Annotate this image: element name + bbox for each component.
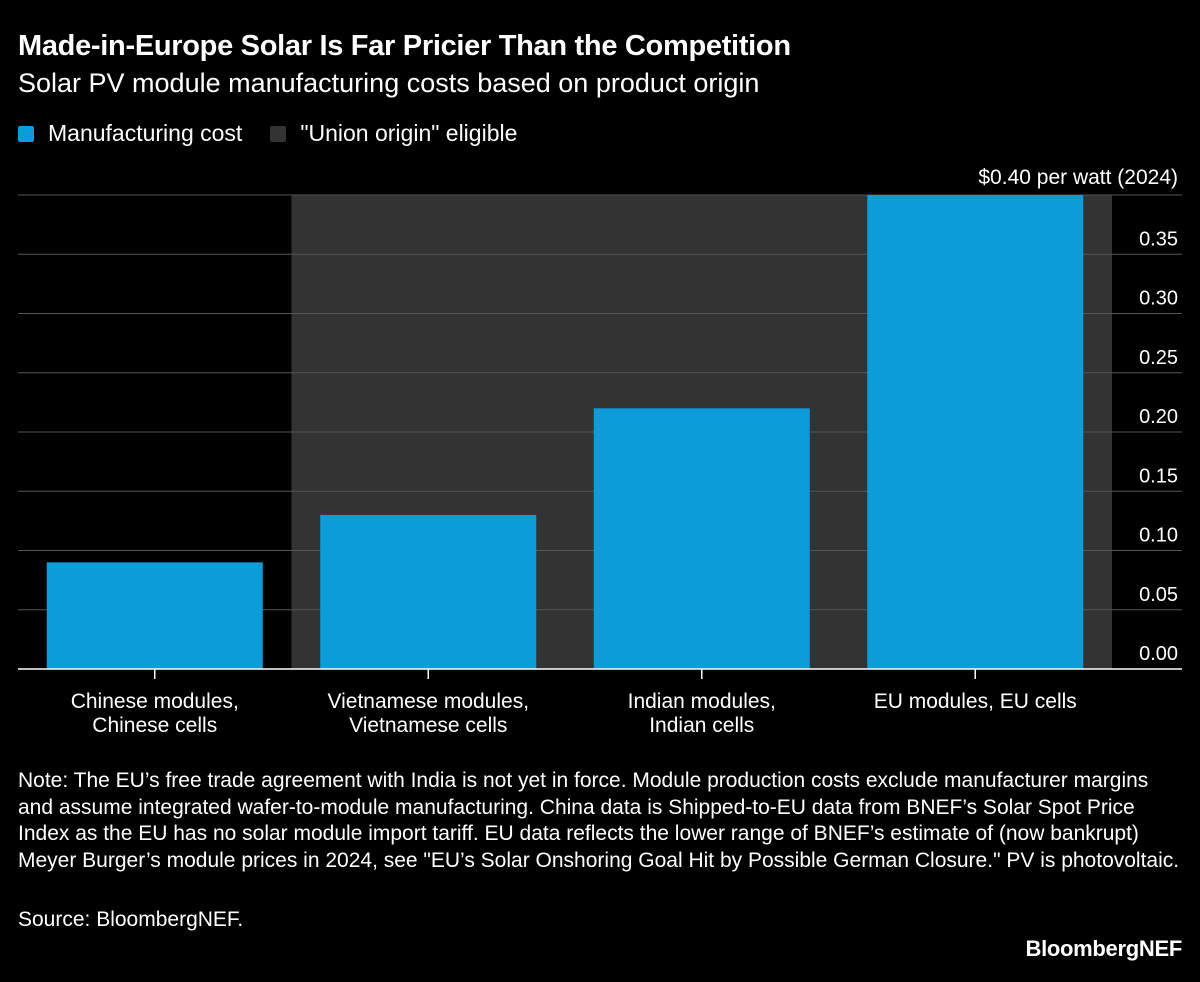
y-tick-label: 0.10 bbox=[1139, 525, 1178, 547]
legend-swatch-blue bbox=[18, 125, 34, 142]
x-tick-label-line: Indian cells bbox=[649, 714, 754, 737]
y-tick-label: 0.35 bbox=[1139, 228, 1178, 250]
legend: Manufacturing cost "Union origin" eligib… bbox=[18, 120, 545, 147]
brand-logo-text: BloombergNEF bbox=[1025, 936, 1182, 961]
chart-subtitle: Solar PV module manufacturing costs base… bbox=[18, 68, 760, 98]
x-tick-label-line: Vietnamese modules, bbox=[327, 690, 529, 713]
legend-item-union-origin: "Union origin" eligible bbox=[270, 120, 517, 147]
bar bbox=[867, 195, 1084, 669]
bar-chart: 0.00 0.05 0.10 0.15 0.20 0.25 0.30 0.35 $0.40 pe… bbox=[18, 166, 1182, 737]
top-value-label: $0.40 per watt (2024) bbox=[978, 166, 1178, 189]
x-tick-label-line: Chinese cells bbox=[92, 714, 217, 737]
chart-title: Made-in-Europe Solar Is Far Pricier Than… bbox=[18, 30, 791, 62]
legend-item-manufacturing-cost: Manufacturing cost bbox=[18, 120, 242, 147]
x-tick-label: Vietnamese modules, Vietnamese cells bbox=[327, 690, 529, 737]
x-tick-label: EU modules, EU cells bbox=[874, 690, 1077, 713]
legend-swatch-gray bbox=[270, 125, 287, 142]
bar bbox=[46, 562, 263, 669]
bar bbox=[320, 514, 537, 669]
y-tick-label: 0.30 bbox=[1139, 288, 1178, 310]
bar bbox=[593, 408, 810, 669]
y-tick-label: 0.15 bbox=[1139, 465, 1178, 487]
y-tick-label: 0.25 bbox=[1139, 347, 1178, 369]
legend-label: "Union origin" eligible bbox=[300, 120, 518, 146]
x-tick-label: Indian modules, Indian cells bbox=[628, 690, 776, 737]
x-tick-label-line: Indian modules, bbox=[628, 690, 776, 713]
x-tick-label: Chinese modules, Chinese cells bbox=[71, 690, 239, 737]
legend-label: Manufacturing cost bbox=[48, 120, 243, 146]
y-tick-label: 0.20 bbox=[1139, 406, 1178, 428]
y-tick-label: 0.00 bbox=[1139, 643, 1178, 665]
y-tick-label: 0.05 bbox=[1139, 584, 1178, 606]
source-text: Source: BloombergNEF. bbox=[18, 908, 244, 931]
x-tick-label-line: Vietnamese cells bbox=[349, 714, 507, 737]
x-tick-label-line: Chinese modules, bbox=[71, 690, 239, 713]
footnote: Note: The EU’s free trade agreement with… bbox=[18, 769, 1180, 872]
x-tick-label-line: EU modules, EU cells bbox=[874, 690, 1077, 713]
